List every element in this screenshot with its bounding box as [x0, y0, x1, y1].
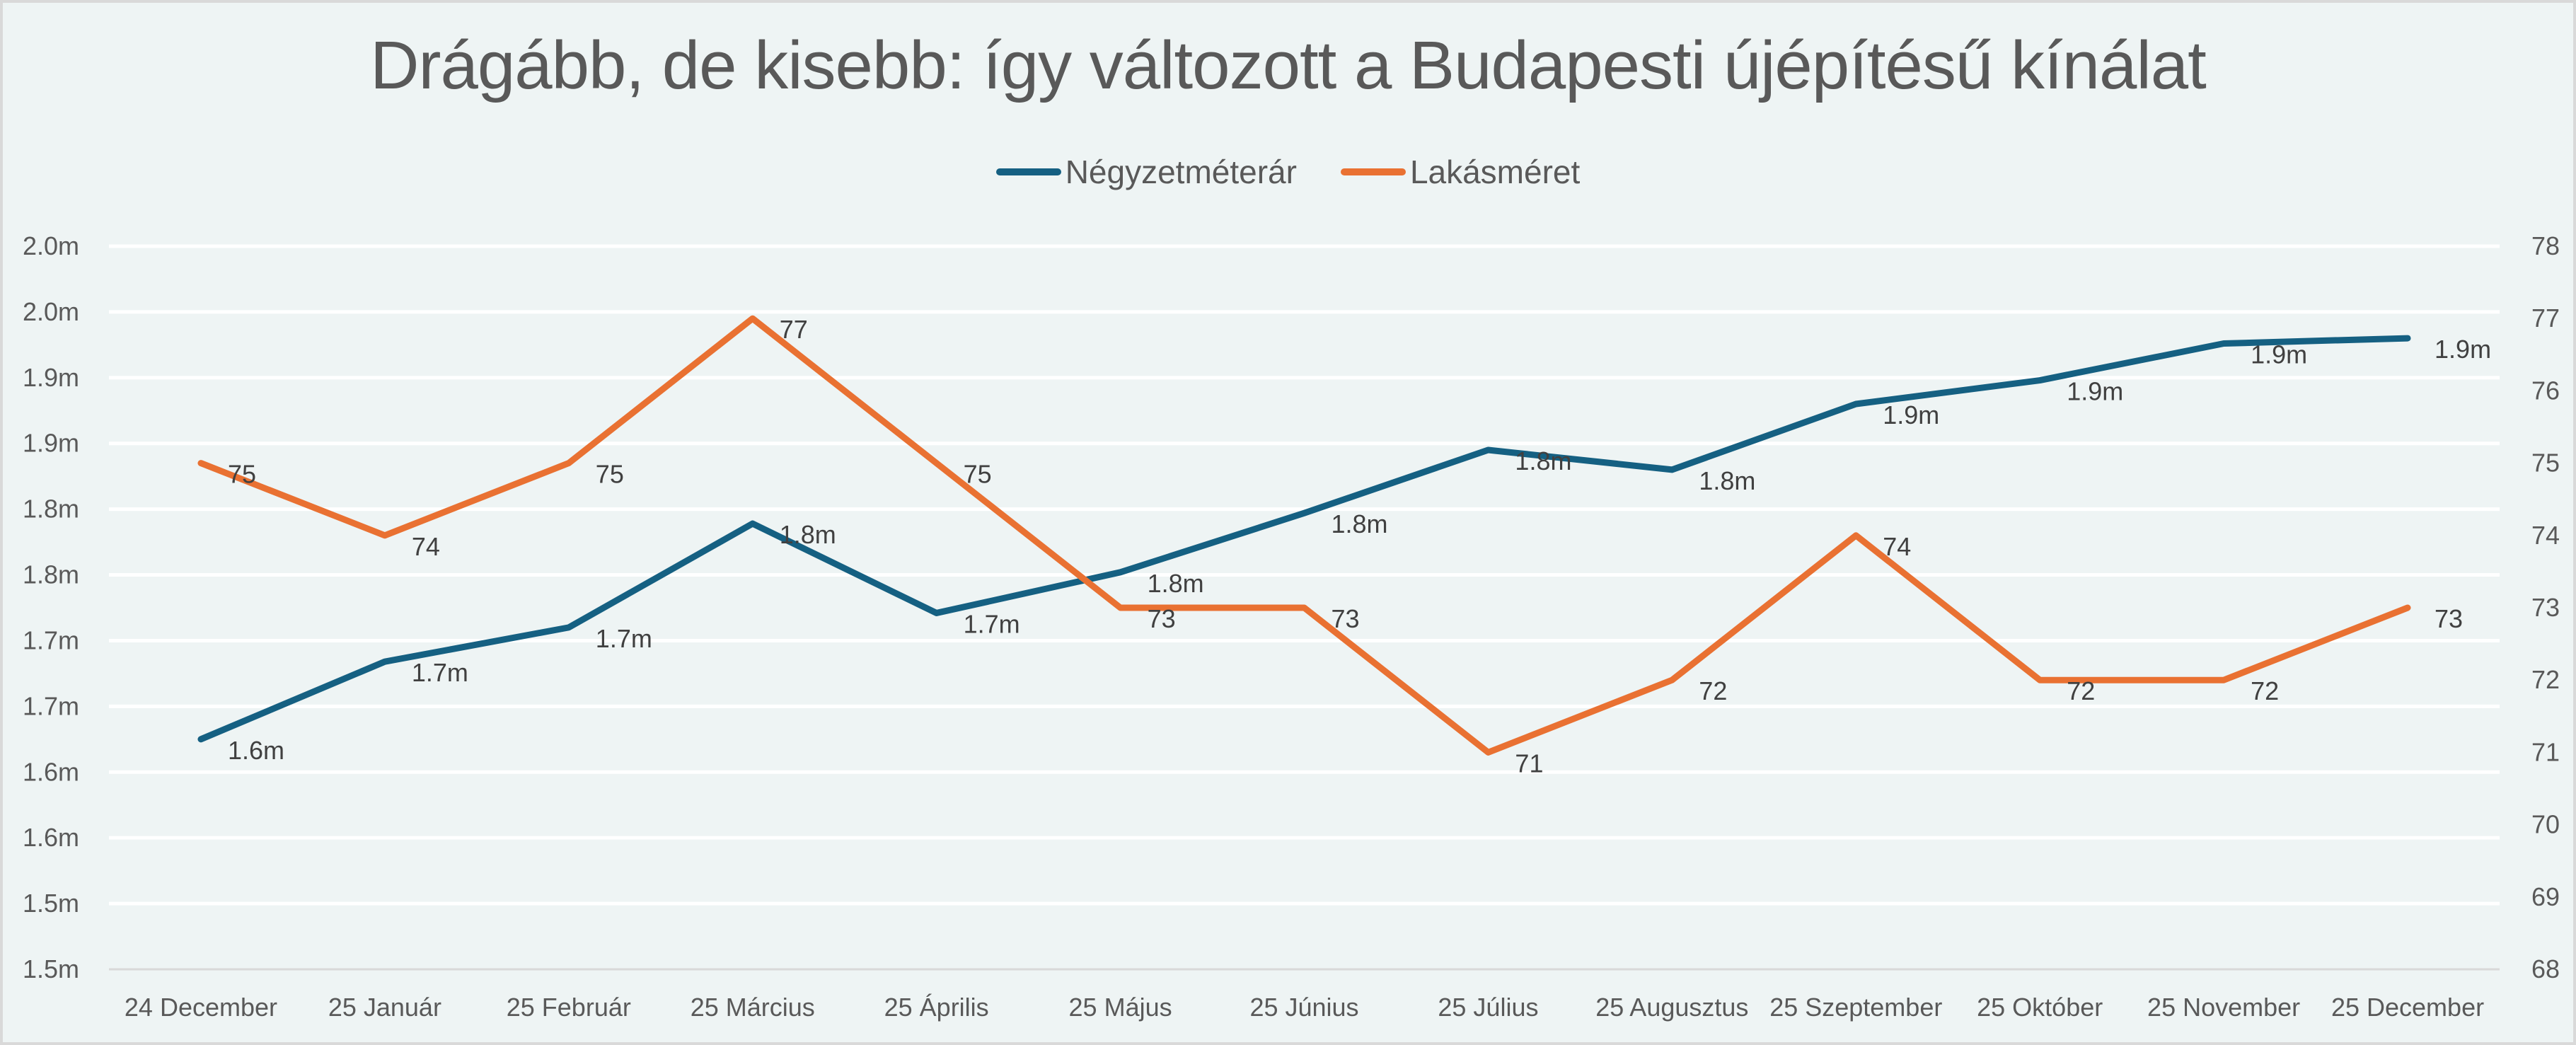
legend-swatch-lakasmeret: [1340, 168, 1406, 175]
y-left-tick-label: 2.0m: [23, 231, 79, 260]
y-right-tick-label: 74: [2531, 521, 2560, 550]
y-right-tick-label: 71: [2531, 737, 2560, 766]
x-tick-label: 25 December: [2331, 993, 2484, 1022]
data-label: 1.8m: [780, 520, 836, 549]
y-left-tick-label: 1.5m: [23, 954, 79, 983]
y-left-tick-label: 1.6m: [23, 823, 79, 852]
data-label: 77: [780, 315, 808, 344]
y-left-tick-label: 1.8m: [23, 560, 79, 589]
data-label: 71: [1515, 749, 1543, 778]
y-right-tick-label: 78: [2531, 231, 2560, 260]
y-left-tick-label: 1.9m: [23, 429, 79, 458]
x-tick-label: 25 November: [2147, 993, 2300, 1022]
x-tick-label: 25 Január: [328, 993, 441, 1022]
x-tick-label: 25 Augusztus: [1595, 993, 1748, 1022]
data-label: 73: [1148, 604, 1176, 633]
data-label: 72: [2251, 676, 2279, 705]
data-label: 73: [2435, 604, 2463, 633]
y-right-tick-label: 76: [2531, 376, 2560, 405]
data-labels: 1.6m 1.7m 1.7m 1.8m 1.7m 1.8m 1.8m 1.8m 1.8m 1.9m…: [228, 315, 2491, 778]
y-left-tick-label: 2.0m: [23, 297, 79, 326]
data-label: 74: [412, 532, 440, 561]
data-label: 1.9m: [1883, 400, 1939, 429]
y-left-tick-label: 1.7m: [23, 625, 79, 654]
axes: 1.5m 1.5m 1.6m 1.6m 1.7m 1.7m 1.8m 1.8m 1.9m 1.9m…: [23, 231, 2560, 1022]
y-left-tick-label: 1.6m: [23, 757, 79, 786]
data-label: 75: [228, 460, 256, 489]
legend-item-negyzetmeterar[interactable]: Négyzetméterár: [995, 153, 1297, 191]
data-label: 75: [964, 460, 992, 489]
legend-item-lakasmeret[interactable]: Lakásméret: [1340, 153, 1581, 191]
chart-title: Drágább, de kisebb: így változott a Buda…: [370, 28, 2207, 103]
data-label: 1.8m: [1515, 446, 1571, 475]
gridlines: [109, 244, 2500, 906]
data-label: 1.8m: [1148, 569, 1204, 598]
x-tick-label: 25 Július: [1438, 993, 1538, 1022]
legend-swatch-negyzetmeterar: [995, 168, 1061, 175]
y-right-tick-label: 72: [2531, 665, 2560, 694]
y-left-tick-label: 1.7m: [23, 691, 79, 720]
data-label: 1.8m: [1332, 509, 1388, 538]
data-label: 73: [1332, 604, 1360, 633]
y-left-tick-label: 1.5m: [23, 889, 79, 918]
x-tick-label: 24 December: [125, 993, 277, 1022]
x-tick-label: 25 Február: [507, 993, 631, 1022]
y-left-tick-label: 1.8m: [23, 495, 79, 524]
x-tick-label: 25 Szeptember: [1769, 993, 1942, 1022]
y-right-tick-label: 77: [2531, 304, 2560, 333]
data-label: 72: [2067, 676, 2095, 705]
y-right-tick-label: 68: [2531, 954, 2560, 983]
x-tick-label: 25 Április: [884, 993, 989, 1022]
y-right-tick-label: 70: [2531, 810, 2560, 839]
y-right-tick-label: 75: [2531, 449, 2560, 478]
x-tick-label: 25 Május: [1069, 993, 1172, 1022]
data-label: 1.7m: [412, 658, 468, 687]
data-label: 1.7m: [964, 609, 1020, 638]
y-left-tick-label: 1.9m: [23, 363, 79, 392]
legend-label-negyzetmeterar: Négyzetméterár: [1065, 154, 1297, 190]
data-label: 1.9m: [2435, 335, 2491, 364]
x-tick-label: 25 Március: [691, 993, 815, 1022]
y-right-tick-label: 73: [2531, 593, 2560, 622]
legend: Négyzetméterár Lakásméret: [0, 153, 2576, 191]
series-lines: [197, 315, 2411, 756]
data-label: 75: [596, 460, 624, 489]
x-tick-label: 25 Június: [1249, 993, 1358, 1022]
data-label: 74: [1883, 532, 1911, 561]
data-label: 1.8m: [1699, 466, 1755, 495]
data-label: 1.7m: [596, 624, 652, 653]
data-label: 72: [1699, 676, 1727, 705]
data-label: 1.6m: [228, 736, 284, 765]
data-label: 1.9m: [2251, 340, 2307, 369]
x-tick-label: 25 Október: [1977, 993, 2103, 1022]
data-label: 1.9m: [2067, 377, 2123, 406]
y-right-tick-label: 69: [2531, 882, 2560, 911]
legend-label-lakasmeret: Lakásméret: [1409, 154, 1581, 190]
